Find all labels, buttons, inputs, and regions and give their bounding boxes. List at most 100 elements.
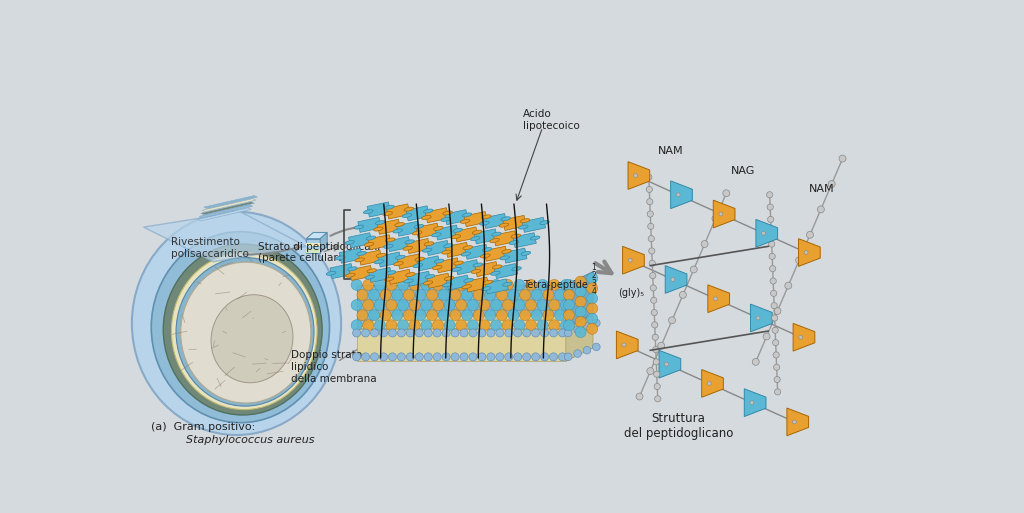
Ellipse shape (424, 209, 433, 213)
Ellipse shape (575, 306, 586, 318)
Ellipse shape (549, 320, 560, 331)
Ellipse shape (471, 269, 480, 273)
Ellipse shape (573, 326, 582, 333)
Ellipse shape (456, 320, 467, 331)
Ellipse shape (407, 353, 415, 361)
Ellipse shape (564, 353, 572, 361)
Ellipse shape (593, 319, 600, 327)
Ellipse shape (407, 329, 415, 337)
Ellipse shape (479, 221, 489, 225)
Ellipse shape (386, 300, 397, 310)
Polygon shape (408, 271, 431, 286)
Ellipse shape (500, 256, 509, 260)
Ellipse shape (514, 353, 522, 361)
Ellipse shape (563, 310, 574, 321)
Ellipse shape (371, 353, 379, 361)
Ellipse shape (583, 323, 591, 330)
Ellipse shape (460, 329, 468, 337)
Polygon shape (204, 195, 257, 209)
Ellipse shape (392, 289, 402, 301)
Ellipse shape (403, 289, 415, 301)
Ellipse shape (470, 236, 480, 241)
Ellipse shape (541, 353, 549, 361)
Polygon shape (445, 242, 469, 258)
Ellipse shape (362, 300, 374, 310)
Ellipse shape (690, 266, 697, 273)
Polygon shape (198, 208, 251, 221)
Ellipse shape (493, 265, 502, 269)
Ellipse shape (397, 353, 406, 361)
Ellipse shape (575, 276, 586, 287)
Ellipse shape (403, 246, 413, 250)
Ellipse shape (163, 244, 323, 415)
Ellipse shape (587, 283, 598, 294)
Ellipse shape (649, 260, 655, 266)
Ellipse shape (512, 267, 521, 271)
Ellipse shape (647, 211, 653, 217)
Ellipse shape (518, 225, 528, 229)
Ellipse shape (132, 212, 341, 435)
Polygon shape (143, 212, 306, 262)
Ellipse shape (386, 280, 397, 290)
Ellipse shape (395, 255, 406, 259)
Ellipse shape (774, 308, 781, 314)
Polygon shape (358, 250, 382, 265)
Ellipse shape (403, 279, 414, 283)
Ellipse shape (648, 223, 654, 229)
Ellipse shape (767, 192, 773, 198)
Ellipse shape (839, 155, 846, 162)
Polygon shape (483, 213, 507, 228)
Ellipse shape (563, 280, 574, 290)
Ellipse shape (473, 310, 484, 321)
Ellipse shape (522, 353, 530, 361)
Ellipse shape (176, 258, 314, 406)
Polygon shape (349, 265, 373, 281)
Ellipse shape (490, 320, 502, 331)
Ellipse shape (473, 263, 482, 267)
Ellipse shape (646, 174, 652, 180)
Ellipse shape (456, 300, 467, 310)
Ellipse shape (467, 300, 478, 310)
Ellipse shape (522, 329, 530, 337)
Ellipse shape (541, 329, 549, 337)
Ellipse shape (575, 327, 586, 338)
Ellipse shape (679, 291, 686, 299)
Ellipse shape (657, 342, 665, 349)
Ellipse shape (456, 280, 467, 290)
Ellipse shape (374, 227, 383, 231)
Polygon shape (321, 232, 328, 252)
Ellipse shape (385, 205, 394, 209)
Ellipse shape (807, 231, 813, 238)
Polygon shape (369, 267, 392, 283)
Ellipse shape (501, 217, 511, 221)
Ellipse shape (327, 271, 336, 275)
Ellipse shape (540, 221, 549, 225)
Ellipse shape (525, 280, 537, 290)
Ellipse shape (397, 280, 409, 290)
Ellipse shape (463, 246, 472, 250)
Ellipse shape (388, 353, 396, 361)
Polygon shape (426, 241, 450, 255)
Polygon shape (435, 225, 459, 240)
Ellipse shape (753, 359, 759, 365)
Ellipse shape (432, 320, 443, 331)
Polygon shape (503, 215, 526, 230)
Ellipse shape (362, 280, 374, 290)
Ellipse shape (433, 226, 443, 230)
Ellipse shape (345, 241, 354, 245)
Ellipse shape (416, 353, 423, 361)
Ellipse shape (543, 289, 554, 301)
Polygon shape (756, 220, 777, 247)
Ellipse shape (462, 289, 473, 301)
Ellipse shape (771, 303, 777, 309)
Ellipse shape (531, 329, 540, 337)
Ellipse shape (432, 300, 443, 310)
Ellipse shape (701, 241, 708, 247)
Ellipse shape (653, 371, 659, 377)
Ellipse shape (464, 279, 473, 282)
Ellipse shape (438, 310, 450, 321)
Ellipse shape (555, 310, 565, 321)
Polygon shape (485, 279, 508, 294)
Ellipse shape (357, 310, 368, 321)
Ellipse shape (654, 396, 660, 402)
